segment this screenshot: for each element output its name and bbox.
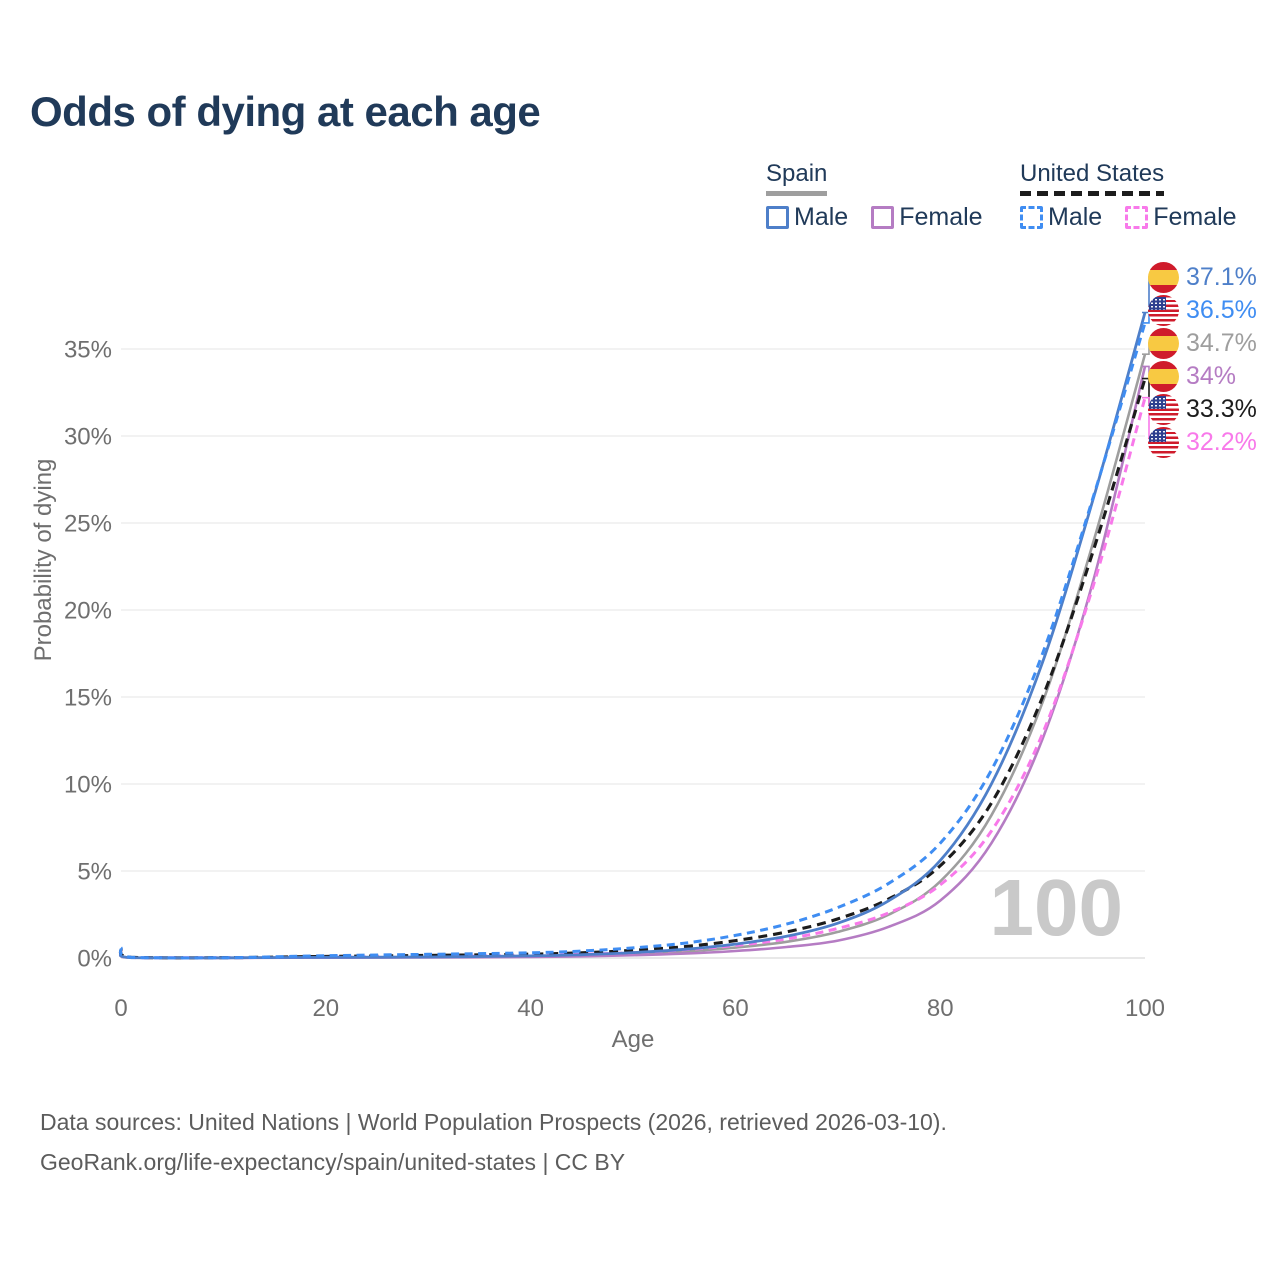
end-label-spain-total: 34.7% — [1148, 327, 1257, 359]
y-axis-title: Probability of dying — [30, 458, 57, 662]
x-tick-40: 40 — [517, 995, 544, 1022]
legend-item-spain-female[interactable]: Female — [871, 203, 983, 232]
end-label-us-total: 33.3% — [1148, 393, 1257, 425]
series-line-us-male[interactable] — [118, 322, 1147, 960]
legend-label-spain-female: Female — [899, 203, 983, 231]
legend-header-spain: Spain — [766, 160, 828, 196]
legend-item-spain-male[interactable]: Male — [766, 203, 848, 232]
end-value-us-female: 32.2% — [1186, 427, 1257, 456]
legend-item-us-female[interactable]: Female — [1125, 203, 1237, 232]
legend-item-us-male[interactable]: Male — [1020, 203, 1102, 232]
legend-group-spain: Spain Male Female — [766, 160, 983, 232]
us-female-swatch-icon[interactable] — [1125, 206, 1149, 229]
x-tick-60: 60 — [722, 995, 749, 1022]
end-value-spain-total: 34.7% — [1186, 328, 1257, 357]
spain-line-style-sample — [766, 191, 828, 196]
y-tick-0%: 0% — [77, 946, 112, 973]
y-tick-5%: 5% — [77, 859, 112, 886]
spain-male-swatch-icon[interactable] — [766, 206, 789, 229]
end-label-spain-female: 34% — [1148, 360, 1236, 392]
united-states-line-style-sample — [1020, 191, 1165, 196]
end-value-spain-female: 34% — [1186, 361, 1237, 390]
legend-country-spain: Spain — [766, 160, 828, 187]
series-line-us-female[interactable] — [118, 397, 1147, 960]
spain-female-swatch-icon[interactable] — [871, 206, 895, 229]
legend-items-spain: Male Female — [766, 203, 983, 232]
y-tick-10%: 10% — [64, 772, 112, 799]
x-tick-100: 100 — [1125, 995, 1165, 1022]
us-flag-icon — [1148, 426, 1179, 458]
series-line-spain-female[interactable] — [119, 366, 1147, 960]
us-flag-icon — [1148, 393, 1179, 425]
legend-label-spain-male: Male — [794, 203, 849, 231]
hover-age-watermark: 100 — [989, 863, 1123, 952]
footer: Data sources: United Nations | World Pop… — [40, 1102, 947, 1182]
legend-label-us-male: Male — [1048, 203, 1103, 231]
y-tick-35%: 35% — [64, 337, 112, 364]
attribution-line: GeoRank.org/life-expectancy/spain/united… — [40, 1149, 626, 1175]
legend-items-united-states: Male Female — [1020, 203, 1237, 232]
end-value-us-male: 36.5% — [1186, 295, 1257, 324]
y-tick-20%: 20% — [64, 598, 112, 625]
spain-flag-icon — [1148, 360, 1179, 392]
legend-country-united-states: United States — [1020, 160, 1165, 187]
y-tick-25%: 25% — [64, 511, 112, 538]
spain-flag-icon — [1148, 327, 1179, 359]
end-label-us-female: 32.2% — [1148, 426, 1257, 458]
end-label-spain-male: 37.1% — [1148, 261, 1257, 293]
legend-header-united-states: United States — [1020, 160, 1165, 196]
page-title: Odds of dying at each age — [30, 88, 541, 135]
x-tick-0: 0 — [114, 995, 127, 1022]
end-value-spain-male: 37.1% — [1186, 262, 1257, 291]
x-axis-title: Age — [611, 1026, 655, 1053]
y-tick-15%: 15% — [64, 685, 112, 712]
us-male-swatch-icon[interactable] — [1020, 206, 1043, 229]
legend-label-us-female: Female — [1153, 203, 1237, 231]
end-value-us-total: 33.3% — [1186, 394, 1257, 423]
series-line-spain-male[interactable] — [118, 312, 1147, 960]
y-tick-30%: 30% — [64, 424, 112, 451]
end-label-us-male: 36.5% — [1148, 294, 1257, 326]
us-flag-icon — [1148, 294, 1179, 326]
legend-group-united-states: United States Male Female — [1020, 160, 1237, 232]
x-tick-80: 80 — [927, 995, 954, 1022]
data-sources-line: Data sources: United Nations | World Pop… — [40, 1109, 947, 1135]
series-line-spain-total[interactable] — [119, 353, 1147, 960]
spain-flag-icon — [1148, 261, 1179, 293]
x-tick-20: 20 — [312, 995, 339, 1022]
